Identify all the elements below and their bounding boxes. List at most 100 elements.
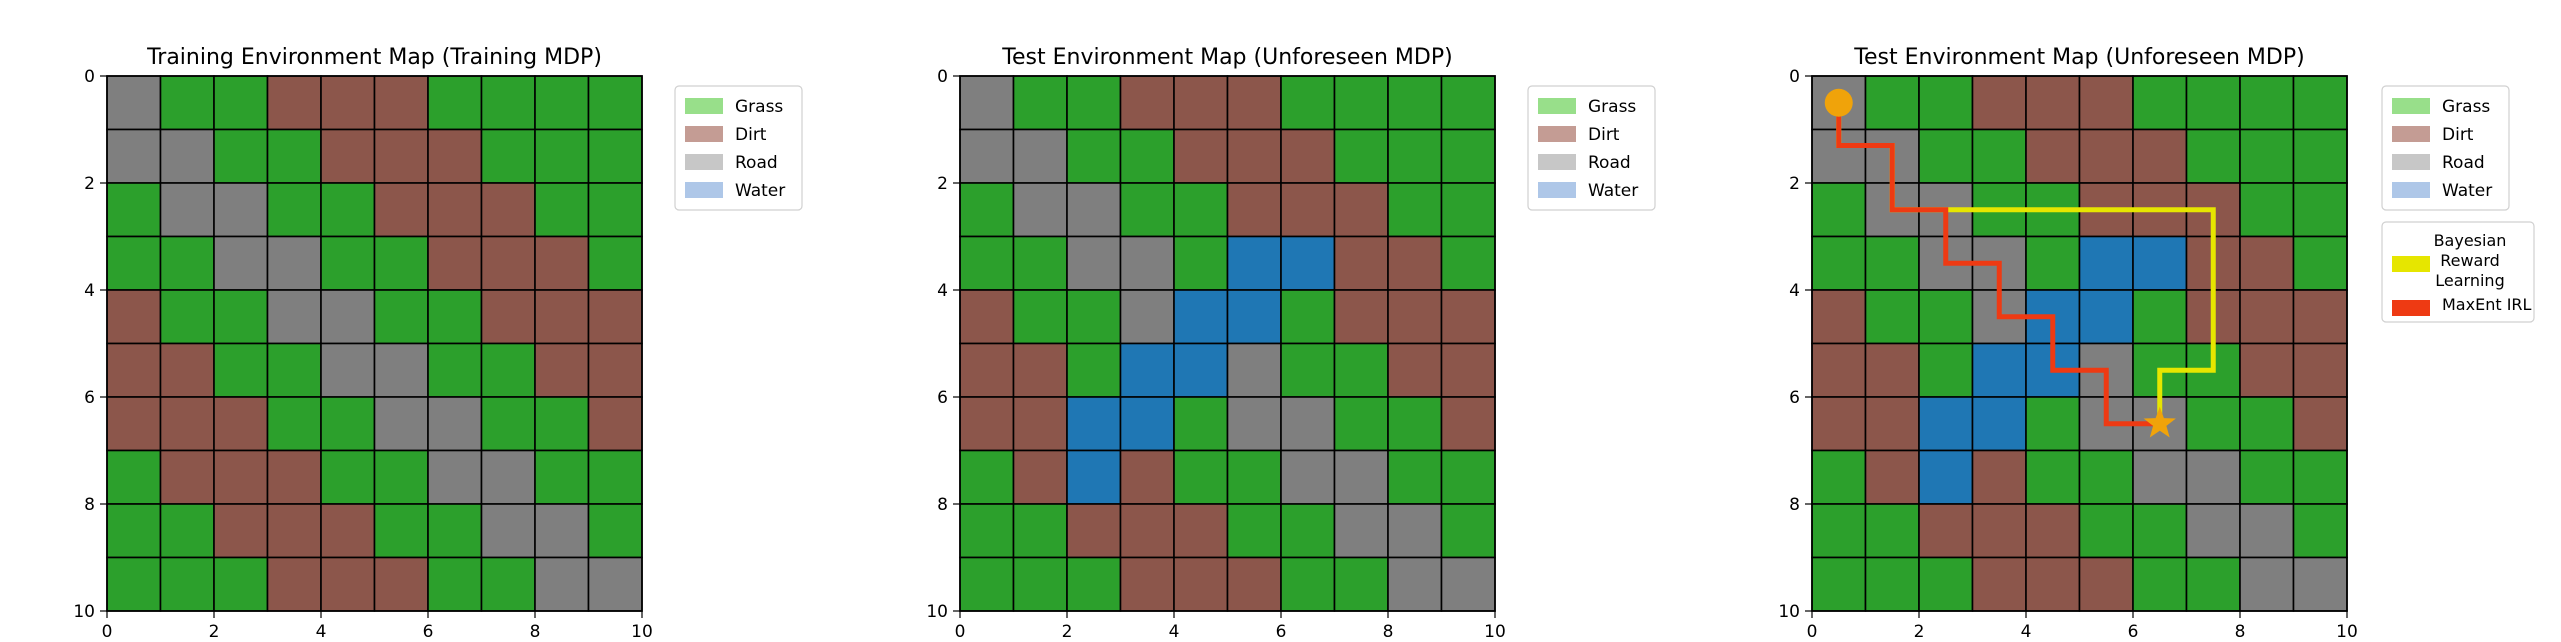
map-cell-road	[159, 128, 215, 184]
map-cell-dirt	[1119, 449, 1175, 505]
legend-label-grass: Grass	[735, 97, 783, 117]
map-cell-grass	[2078, 503, 2134, 559]
map-cell-dirt	[159, 449, 215, 505]
map-cell-dirt	[534, 342, 590, 398]
map-cell-grass	[959, 449, 1015, 505]
map-cell-dirt	[2025, 75, 2081, 131]
y-tick-label: 0	[1789, 67, 1800, 87]
map-cell-water	[2078, 289, 2134, 345]
map-cell-dirt	[2292, 396, 2348, 452]
map-cell-grass	[213, 128, 269, 184]
map-cell-road	[959, 75, 1015, 131]
map-cell-dirt	[266, 556, 322, 612]
map-cell-water	[2078, 235, 2134, 291]
map-cell-dirt	[1226, 182, 1282, 238]
map-cell-grass	[2292, 182, 2348, 238]
map-cell-road	[1066, 182, 1122, 238]
map-cell-grass	[106, 235, 162, 291]
map-cell-dirt	[2025, 503, 2081, 559]
map-cell-road	[480, 503, 536, 559]
map-cell-grass	[959, 503, 1015, 559]
map-cell-dirt	[266, 449, 322, 505]
legend-label-bayesian-reward-learning: Bayesian	[2434, 231, 2507, 250]
map-cell-dirt	[1971, 503, 2027, 559]
map-cell-grass	[2132, 75, 2188, 131]
map-cell-grass	[1119, 128, 1175, 184]
map-cell-road	[2132, 449, 2188, 505]
map-cell-dirt	[320, 503, 376, 559]
map-cell-grass	[2025, 449, 2081, 505]
map-cell-grass	[1333, 128, 1389, 184]
map-cell-grass	[1066, 75, 1122, 131]
map-cell-grass	[266, 342, 322, 398]
map-cell-dirt	[1387, 342, 1443, 398]
map-cell-grass	[2185, 75, 2241, 131]
y-tick-label: 0	[84, 67, 95, 87]
map-cell-water	[1173, 289, 1229, 345]
legend-label-water: Water	[735, 181, 785, 201]
map-cell-grass	[1811, 235, 1867, 291]
map-cell-grass	[587, 128, 643, 184]
map-cell-road	[1333, 449, 1389, 505]
x-tick-label: 8	[2235, 622, 2246, 642]
map-cell-grass	[1280, 556, 1336, 612]
map-cell-grass	[106, 556, 162, 612]
map-cell-dirt	[534, 235, 590, 291]
map-cell-grass	[1173, 396, 1229, 452]
y-tick-label: 0	[937, 67, 948, 87]
map-cell-road	[213, 182, 269, 238]
legend-swatch-road	[2392, 154, 2430, 170]
map-cell-grass	[1918, 342, 1974, 398]
map-cell-road	[1226, 396, 1282, 452]
legend-swatch-maxent-irl	[2392, 300, 2430, 316]
chart-panel-1: Training Environment Map (Training MDP) 0…	[73, 45, 803, 642]
map-cell-water	[1119, 342, 1175, 398]
path-legend-box	[2381, 221, 2535, 323]
map-cell-dirt	[1012, 449, 1068, 505]
map-cell-road	[2185, 449, 2241, 505]
map-cell-grass	[2292, 75, 2348, 131]
map-cell-grass	[2185, 128, 2241, 184]
legend-label-maxent-irl: MaxEnt IRL	[2442, 295, 2532, 314]
map-cell-dirt	[1226, 128, 1282, 184]
map-cell-grass	[1173, 449, 1229, 505]
map-cell-grass	[587, 235, 643, 291]
map-cell-dirt	[1012, 342, 1068, 398]
map-cell-grass	[1173, 235, 1229, 291]
map-cell-road	[266, 289, 322, 345]
legend-label-grass: Grass	[1588, 97, 1636, 117]
map-cell-dirt	[1811, 289, 1867, 345]
map-cell-grass	[1971, 128, 2027, 184]
map-cell-dirt	[106, 342, 162, 398]
map-cell-water	[1918, 396, 1974, 452]
x-tick-label: 8	[1383, 622, 1394, 642]
map-cell-grass	[1440, 75, 1496, 131]
map-cell-grass	[320, 449, 376, 505]
map-cell-dirt	[1918, 503, 1974, 559]
map-cell-grass	[373, 503, 429, 559]
map-cell-grass	[1387, 75, 1443, 131]
map-cell-dirt	[1387, 289, 1443, 345]
map-cell-road	[106, 75, 162, 131]
map-cell-dirt	[587, 396, 643, 452]
map-cell-dirt	[1971, 556, 2027, 612]
map-cell-grass	[213, 289, 269, 345]
legend-label-bayesian-reward-learning: Reward	[2440, 251, 2500, 270]
map-cell-road	[320, 289, 376, 345]
y-tick-label: 2	[1789, 174, 1800, 194]
map-cell-water	[1066, 396, 1122, 452]
map-cell-water	[1226, 235, 1282, 291]
map-cell-dirt	[1387, 235, 1443, 291]
map-cell-grass	[106, 503, 162, 559]
x-tick-label: 6	[2128, 622, 2139, 642]
map-cell-dirt	[159, 396, 215, 452]
map-cell-grass	[2239, 128, 2295, 184]
legend-label-dirt: Dirt	[735, 125, 767, 145]
legend-box	[2381, 85, 2510, 211]
legend-swatch-dirt	[2392, 126, 2430, 142]
y-tick-label: 8	[1789, 495, 1800, 515]
map-cell-grass	[159, 289, 215, 345]
x-tick-label: 4	[1169, 622, 1180, 642]
map-cell-grass	[587, 503, 643, 559]
map-cell-grass	[2132, 289, 2188, 345]
